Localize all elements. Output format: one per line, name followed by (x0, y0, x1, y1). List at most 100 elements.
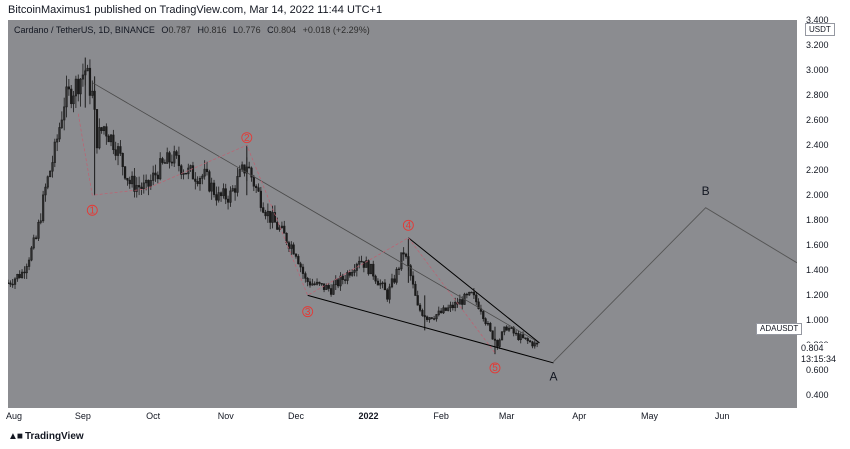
candle-body (374, 275, 377, 282)
wave-count-group: 1 2 3 4 5 (77, 113, 501, 374)
candle-body (327, 285, 330, 289)
y-tick-label: 1.400 (806, 265, 829, 276)
candle-body (51, 162, 54, 172)
candle-body (383, 282, 387, 291)
candle-body (154, 172, 157, 176)
candle-body (16, 273, 19, 280)
x-tick-label: 2022 (358, 411, 379, 421)
candle-body (503, 326, 506, 333)
candle-body (311, 283, 314, 286)
candle-body (231, 188, 234, 192)
candle-body (440, 310, 443, 314)
projection-path (553, 207, 797, 363)
candle-body (273, 212, 277, 223)
y-tick-label: 1.000 (806, 315, 829, 326)
candle-body (156, 174, 159, 180)
candle-body (65, 86, 68, 108)
candle-body (292, 244, 295, 255)
candle-body (353, 270, 356, 273)
candle-body (210, 182, 213, 192)
candle-body (348, 272, 351, 276)
x-tick-label: Nov (217, 411, 234, 421)
y-tick-label: 2.400 (806, 140, 829, 151)
candle-body (119, 146, 122, 154)
candle-body (430, 317, 433, 319)
candle-body (533, 342, 536, 347)
candle-body (301, 266, 305, 274)
candle-body (238, 169, 241, 177)
candle-body (217, 192, 220, 201)
candle-body (425, 316, 429, 320)
candle-body (107, 135, 110, 143)
trendline (408, 237, 540, 344)
candle-body (336, 279, 340, 287)
projection-label: A (550, 369, 558, 383)
candle-body (170, 161, 174, 164)
y-tick-label: 1.200 (806, 290, 829, 301)
candle-body (49, 170, 52, 178)
candle-body (168, 152, 171, 163)
change-value: +0.018 (+2.29%) (302, 25, 370, 35)
candle-body (259, 190, 262, 208)
candle-body (489, 323, 492, 332)
candle-body (91, 90, 94, 96)
projection-label: B (702, 184, 710, 198)
candle-body (346, 272, 349, 281)
candle-body (23, 271, 26, 274)
wave-circle (402, 219, 414, 231)
currency-badge[interactable]: USDT (805, 23, 835, 36)
x-tick-label: Oct (146, 411, 161, 421)
candle-body (53, 141, 56, 163)
candle-body (432, 318, 436, 320)
y-tick-label: 2.800 (806, 90, 829, 101)
price-axis[interactable]: 3.400 3.200 3.000 2.800 2.600 2.400 2.200 2.000… (797, 15, 850, 408)
x-tick-label: Feb (433, 411, 449, 421)
candle-body (30, 247, 33, 261)
candle-body (205, 168, 209, 173)
candle-body (360, 260, 363, 263)
candle-body (418, 304, 422, 311)
last-price-tag: 0.804 13:15:34 (798, 343, 840, 365)
candle-body (163, 162, 166, 164)
x-tick-label: Sep (74, 411, 91, 421)
candle-body (152, 172, 155, 181)
wave-label: 1 (90, 206, 96, 217)
open-label: O (161, 25, 169, 35)
candle-body (58, 127, 61, 140)
candle-body (11, 283, 14, 286)
candle-body (484, 318, 487, 325)
x-tick-label: Mar (498, 411, 515, 421)
candle-body (222, 188, 225, 197)
candle-body (226, 198, 230, 203)
wave-circle (241, 132, 253, 144)
candle-body (130, 175, 134, 185)
candle-body (161, 158, 164, 163)
candle-body (510, 327, 513, 329)
candle-body (372, 263, 375, 277)
y-tick-label: 0.600 (806, 365, 829, 376)
symbol-title: Cardano / TetherUS, 1D, BINANCE (14, 25, 155, 35)
candle-body (397, 268, 401, 270)
candle-body (95, 109, 99, 149)
time-axis[interactable]: Aug Sep Oct Nov Dec 2022 Feb Mar Apr May Jun (6, 408, 797, 426)
candle-body (46, 176, 49, 188)
candle-body (56, 138, 59, 143)
candle-body (18, 273, 21, 278)
candle-body (463, 293, 466, 305)
publish-header: BitcoinMaximus1 published on TradingView… (8, 4, 383, 16)
open-value: 0.787 (168, 25, 191, 35)
candle-body (159, 158, 162, 180)
candle-body (390, 278, 394, 288)
candle-body (486, 323, 490, 325)
trendline (307, 294, 554, 364)
candle-body (219, 192, 223, 197)
y-tick-label: 1.800 (806, 215, 829, 226)
candle-body (145, 179, 148, 184)
candle-body (182, 172, 185, 175)
wave-label: 3 (305, 307, 311, 318)
candle-body (294, 253, 298, 257)
candle-body (313, 283, 316, 285)
tradingview-footer[interactable]: ▲■ TradingView (8, 431, 84, 442)
